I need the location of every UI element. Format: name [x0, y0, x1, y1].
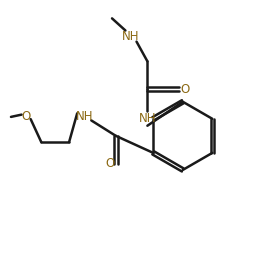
- Text: NH: NH: [122, 29, 140, 43]
- Text: NH: NH: [76, 110, 93, 123]
- Text: NH: NH: [139, 112, 156, 125]
- Text: O: O: [180, 83, 189, 96]
- Text: O: O: [106, 157, 115, 170]
- Text: O: O: [22, 110, 31, 123]
